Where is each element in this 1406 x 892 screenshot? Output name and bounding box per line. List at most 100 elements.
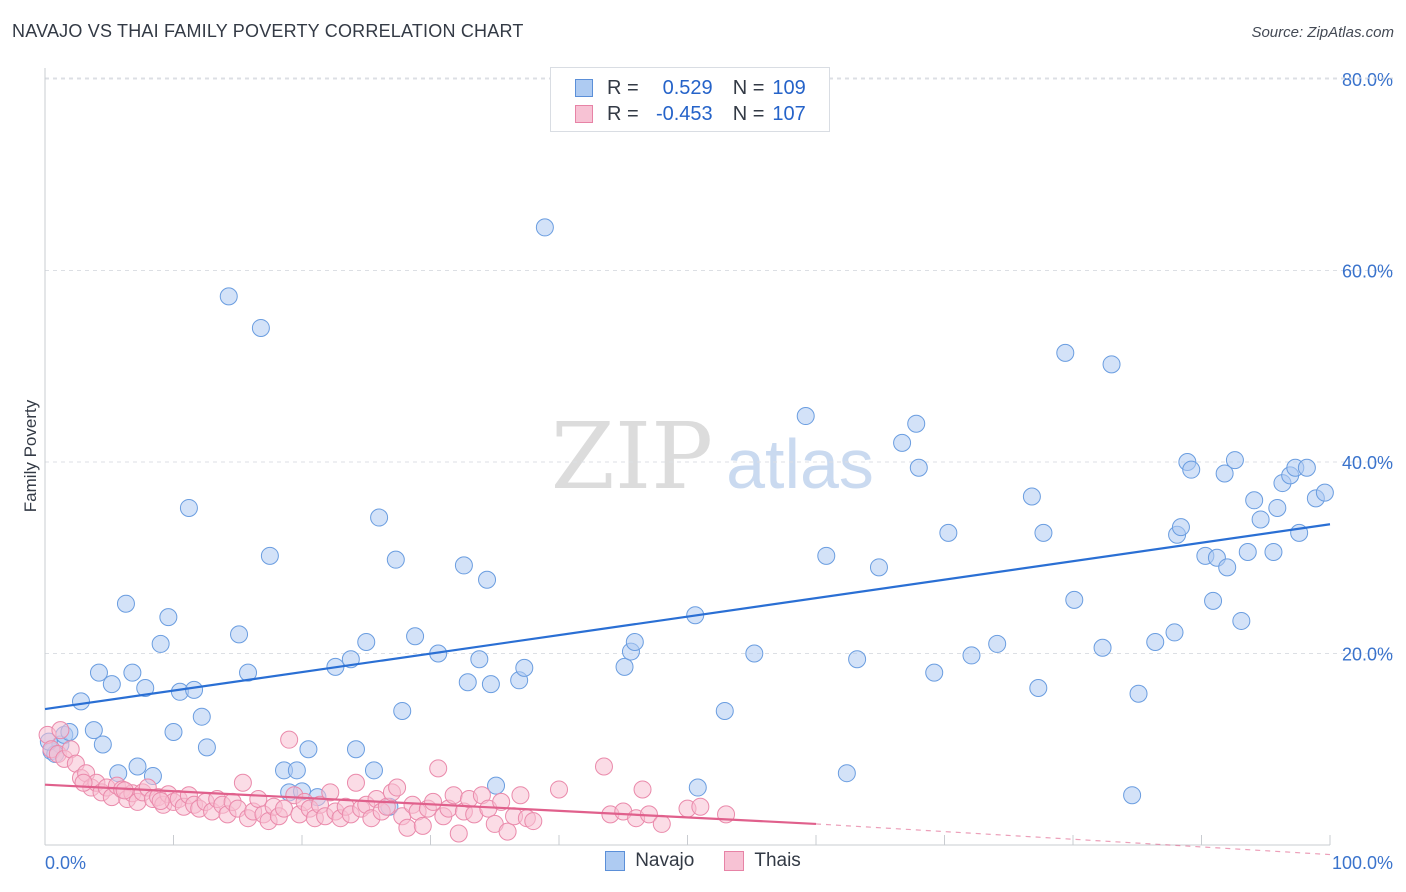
- navajo-point: [1129, 684, 1148, 703]
- thai-n-value: 107: [772, 102, 806, 125]
- navajo-point: [164, 723, 183, 742]
- thai-r-value: -0.453: [655, 102, 713, 125]
- navajo-point: [179, 498, 198, 517]
- thai-point: [550, 780, 568, 799]
- navajo-point: [219, 287, 238, 306]
- navajo-point: [151, 634, 170, 653]
- navajo-point: [939, 523, 958, 542]
- navajo-point: [481, 675, 500, 694]
- navajo-point: [1171, 518, 1190, 537]
- x-tick-label-min: 0.0%: [45, 853, 86, 873]
- navajo-point: [796, 407, 815, 426]
- chart-title: NAVAJO VS THAI FAMILY POVERTY CORRELATIO…: [12, 21, 524, 41]
- navajo-point: [478, 570, 497, 589]
- n-label: N =: [732, 76, 765, 99]
- navajo-point: [1093, 638, 1112, 657]
- navajo-point: [185, 680, 204, 699]
- navajo-point: [239, 663, 258, 682]
- y-tick-label: 60.0%: [1342, 262, 1393, 282]
- thai-point: [492, 792, 511, 811]
- thai-point: [388, 778, 407, 797]
- navajo-point: [988, 634, 1007, 653]
- thai-point: [115, 781, 134, 800]
- legend-item-thais[interactable]: Thais: [724, 850, 801, 872]
- navajo-point: [197, 738, 216, 757]
- r-label: R =: [607, 102, 639, 125]
- navajo-point: [159, 608, 178, 627]
- navajo-point: [1182, 460, 1201, 479]
- navajo-point: [1056, 343, 1075, 362]
- thai-trend-line: [44, 783, 817, 826]
- thai-point: [524, 812, 543, 831]
- navajo-point: [1204, 591, 1223, 610]
- thai-point: [51, 721, 70, 740]
- navajo-point: [406, 627, 425, 646]
- navajo-point: [93, 735, 112, 754]
- navajo-point: [487, 776, 506, 795]
- navajo-point: [625, 633, 644, 652]
- navajo-point: [1065, 590, 1084, 609]
- navajo-point: [1238, 543, 1257, 562]
- n-label: N =: [732, 102, 765, 125]
- legend-row-navajo: R = 0.529 N = 109: [575, 76, 806, 100]
- thai-point: [233, 773, 252, 792]
- thai-point: [413, 816, 432, 835]
- thai-point: [449, 824, 468, 843]
- navajo-swatch: [575, 79, 593, 97]
- navajo-point: [1245, 491, 1264, 510]
- navajo-point: [84, 721, 103, 740]
- thai-point: [280, 730, 299, 749]
- thai-point: [151, 791, 170, 810]
- thai-point: [346, 773, 365, 792]
- navajo-point: [893, 433, 912, 452]
- navajo-point: [962, 646, 981, 665]
- navajo-point: [515, 658, 534, 677]
- navajo-point: [136, 678, 155, 697]
- navajo-n-value: 109: [772, 76, 806, 99]
- thai-point: [594, 757, 613, 776]
- thai-point: [633, 780, 652, 799]
- thais-legend-label: Thais: [754, 850, 801, 871]
- r-label: R =: [607, 76, 639, 99]
- navajo-point: [925, 663, 944, 682]
- thai-point: [444, 786, 463, 805]
- source-credit: Source: ZipAtlas.com: [1251, 24, 1394, 41]
- navajo-point: [454, 556, 473, 575]
- navajo-point: [1251, 510, 1270, 529]
- watermark-zip: ZIP: [551, 403, 713, 510]
- navajo-point: [1102, 355, 1121, 374]
- thai-point: [691, 797, 710, 816]
- thai-point: [249, 790, 268, 809]
- navajo-point: [1232, 611, 1251, 630]
- navajo-point: [71, 692, 90, 711]
- navajo-point: [299, 740, 318, 759]
- navajo-point: [1225, 451, 1244, 470]
- thai-point: [424, 792, 443, 811]
- navajo-point: [102, 675, 121, 694]
- navajo-point: [458, 673, 477, 692]
- thai-point: [498, 822, 517, 841]
- legend-item-navajo[interactable]: Navajo: [605, 850, 694, 872]
- navajo-point: [1165, 623, 1184, 642]
- thai-point: [652, 814, 671, 833]
- navajo-point: [1264, 543, 1283, 562]
- navajo-point: [615, 657, 634, 676]
- navajo-point: [393, 701, 412, 720]
- navajo-point: [1297, 458, 1316, 477]
- navajo-point: [1315, 483, 1334, 502]
- navajo-point: [357, 633, 376, 652]
- navajo-point: [230, 625, 249, 644]
- navajo-point: [688, 778, 707, 797]
- y-tick-label: 80.0%: [1342, 70, 1393, 90]
- series-legend: Navajo Thais: [0, 850, 1406, 872]
- navajo-point: [89, 663, 108, 682]
- navajo-point: [386, 550, 405, 569]
- navajo-point: [1268, 498, 1287, 517]
- navajo-legend-label: Navajo: [635, 850, 695, 871]
- navajo-point: [346, 740, 365, 759]
- y-tick-label: 20.0%: [1342, 645, 1393, 665]
- thai-point: [74, 773, 93, 792]
- navajo-point: [123, 663, 142, 682]
- navajo-r-value: 0.529: [662, 76, 713, 99]
